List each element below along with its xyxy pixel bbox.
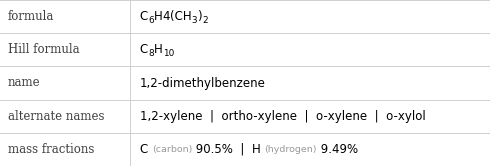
Text: 8: 8 xyxy=(148,49,154,58)
Text: 1,2-dimethylbenzene: 1,2-dimethylbenzene xyxy=(140,77,266,89)
Text: 6: 6 xyxy=(148,16,154,25)
Text: alternate names: alternate names xyxy=(8,110,104,123)
Text: 90.5%  |: 90.5% | xyxy=(192,143,252,156)
Text: mass fractions: mass fractions xyxy=(8,143,95,156)
Text: 9.49%: 9.49% xyxy=(317,143,358,156)
Text: 2: 2 xyxy=(202,16,207,25)
Text: 1,2-xylene  |  ortho-xylene  |  o-xylene  |  o-xylol: 1,2-xylene | ortho-xylene | o-xylene | o… xyxy=(140,110,426,123)
Text: formula: formula xyxy=(8,10,54,23)
Text: Hill formula: Hill formula xyxy=(8,43,79,56)
Text: (hydrogen): (hydrogen) xyxy=(265,145,317,154)
Text: H: H xyxy=(154,43,163,56)
Text: 10: 10 xyxy=(163,49,174,58)
Text: 4: 4 xyxy=(163,10,170,23)
Text: (CH: (CH xyxy=(170,10,192,23)
Text: C: C xyxy=(140,10,148,23)
Text: C: C xyxy=(140,143,148,156)
Text: C: C xyxy=(140,43,148,56)
Text: H: H xyxy=(252,143,261,156)
Text: H: H xyxy=(154,10,163,23)
Text: name: name xyxy=(8,77,41,89)
Text: ): ) xyxy=(197,10,202,23)
Text: (carbon): (carbon) xyxy=(152,145,192,154)
Text: 3: 3 xyxy=(192,16,197,25)
